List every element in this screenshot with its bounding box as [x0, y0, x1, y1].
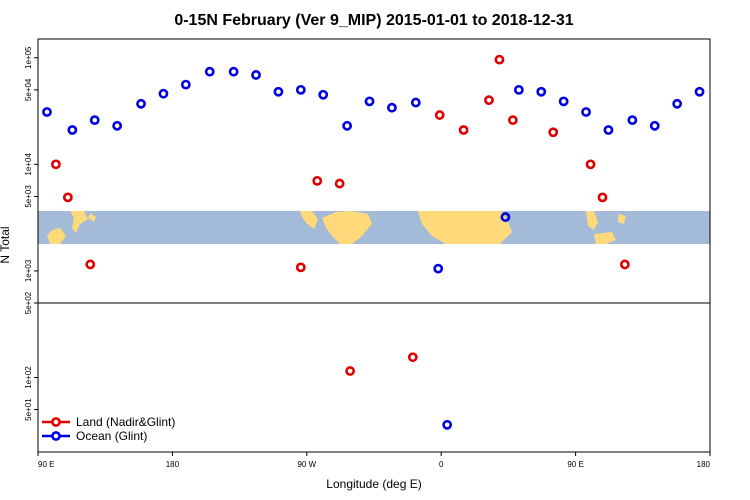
map-land-2: [88, 213, 96, 222]
legend-label: Land (Nadir&Glint): [76, 415, 175, 429]
y-tick-label: 1e+04: [24, 153, 33, 176]
x-tick-label: 180: [697, 460, 711, 469]
map-land-9: [618, 214, 626, 224]
ocean-point: [204, 66, 215, 77]
ocean-point: [228, 66, 239, 77]
land-point: [484, 95, 494, 106]
x-tick-label: 0: [439, 460, 444, 469]
land-point: [548, 127, 559, 138]
y-tick-label: 5e+02: [24, 291, 33, 314]
ocean-point: [410, 97, 421, 108]
x-tick-label: 90 E: [567, 460, 583, 469]
legend-marker: [51, 417, 61, 427]
y-tick-label: 1e+03: [24, 259, 33, 282]
y-axis-label: N Total: [0, 226, 12, 263]
land-point: [494, 54, 505, 65]
legend: Land (Nadir&Glint)Ocean (Glint): [42, 415, 175, 443]
ocean-point: [649, 120, 660, 131]
ocean-point: [581, 107, 591, 117]
y-tick-label: 5e+03: [24, 185, 33, 208]
land-point: [345, 366, 356, 376]
map-land-0: [70, 211, 88, 233]
x-axis: 90 E 180 90 W 0 90 E 180: [37, 452, 711, 469]
map-land-7: [586, 211, 598, 230]
chart-title: 0-15N February (Ver 9_MIP) 2015-01-01 to…: [174, 12, 573, 29]
ocean-point: [442, 419, 453, 430]
ocean-point: [433, 263, 444, 274]
ocean-point: [318, 89, 329, 100]
map-land-5: [418, 211, 512, 244]
ocean-point: [500, 212, 511, 222]
land-point: [312, 175, 323, 186]
x-tick-label: 90 E: [38, 460, 54, 469]
ocean-point: [672, 98, 683, 109]
plot-frame: [37, 38, 711, 453]
ocean-point: [694, 86, 705, 97]
ocean-point: [42, 107, 52, 117]
land-point: [334, 178, 345, 189]
land-point: [507, 115, 518, 126]
land-point: [619, 259, 630, 270]
ocean-point: [158, 88, 169, 99]
ocean-point: [558, 96, 569, 107]
x-tick-label: 180: [166, 460, 180, 469]
land-point: [585, 159, 596, 170]
ocean-point: [342, 120, 353, 131]
ocean-point: [273, 86, 284, 97]
ocean-point: [89, 115, 100, 126]
y-tick-label: 5e+01: [24, 398, 33, 421]
y-axis: 5e+01 1e+02 5e+02 1e+03 5e+03 1e+04 5e+04 1e+05: [24, 46, 38, 421]
data-points: [42, 54, 705, 430]
land-point: [62, 192, 73, 203]
map-land-8: [594, 232, 616, 244]
y-tick-label: 1e+05: [24, 46, 33, 69]
map-land-4: [322, 211, 372, 244]
ocean-point: [603, 125, 614, 135]
ocean-point: [627, 115, 638, 126]
legend-marker: [51, 431, 61, 441]
world-map-band: [38, 211, 710, 244]
land-point: [51, 159, 61, 170]
ocean-point: [513, 84, 524, 95]
x-tick-label: 90 W: [297, 460, 316, 469]
land-point: [295, 262, 306, 273]
land-point: [434, 110, 445, 120]
ocean-point: [251, 70, 261, 80]
x-axis-label: Longitude (deg E): [326, 477, 421, 491]
y-tick-label: 1e+02: [24, 366, 33, 389]
land-point: [458, 125, 469, 135]
land-point: [407, 352, 418, 363]
ocean-point: [387, 102, 397, 113]
map-land-6: [496, 230, 504, 244]
ocean-point: [67, 125, 78, 135]
ocean-point: [180, 79, 191, 90]
land-point: [85, 259, 96, 270]
map-land-3: [300, 211, 318, 229]
land-point: [597, 192, 608, 203]
ocean-point: [364, 96, 375, 107]
ocean-point: [136, 98, 146, 109]
ocean-point: [536, 86, 547, 97]
ocean-point: [112, 120, 123, 131]
y-tick-label: 5e+04: [24, 78, 33, 101]
legend-label: Ocean (Glint): [76, 429, 147, 443]
map-land-1: [47, 228, 66, 244]
ocean-point: [295, 84, 306, 95]
